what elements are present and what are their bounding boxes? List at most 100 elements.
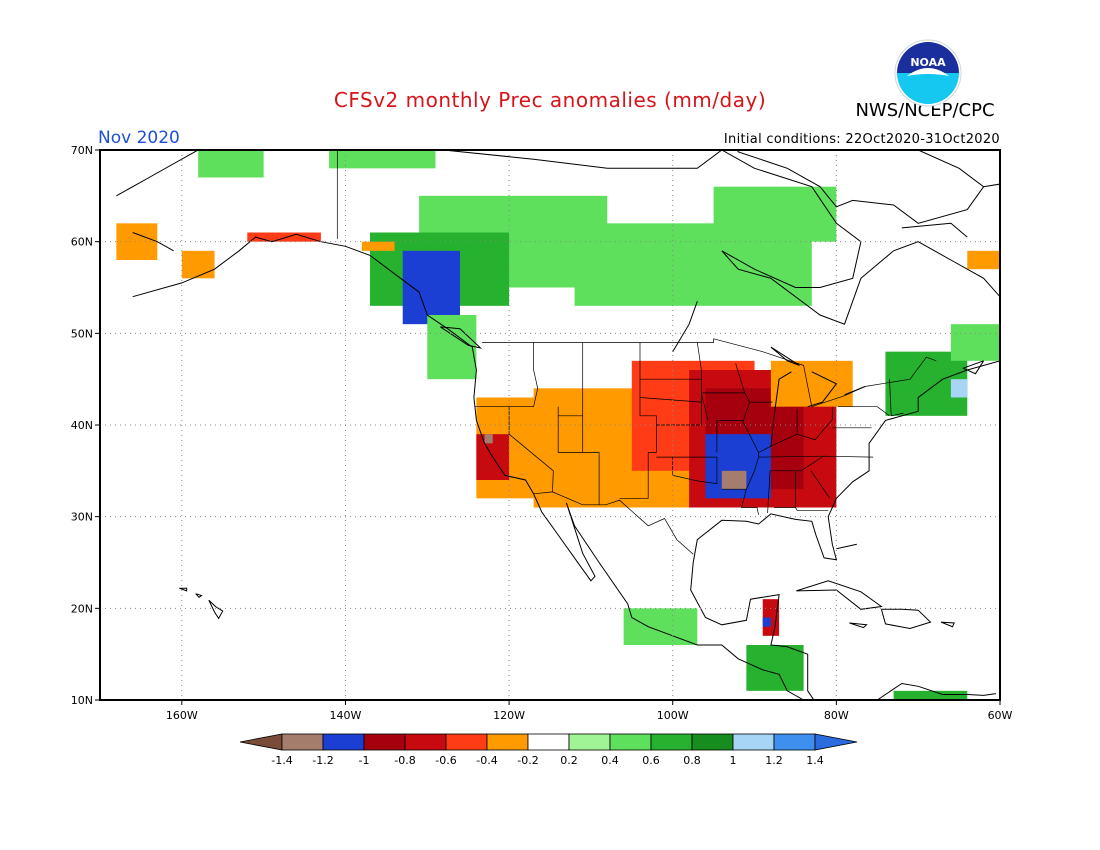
colorbar-label: 0.8 <box>683 754 701 767</box>
colorbar-label: 0.2 <box>560 754 578 767</box>
colorbar-swatch <box>281 733 324 751</box>
lat-tick-label: 60N <box>71 236 93 249</box>
lon-tick-label: 80W <box>824 709 849 722</box>
lon-tick-label: 60W <box>988 709 1013 722</box>
coastline <box>132 232 174 252</box>
anomaly-cell <box>967 250 1000 270</box>
svg-text:NOAA: NOAA <box>910 56 946 69</box>
political-border <box>735 363 746 394</box>
coastline <box>877 682 996 700</box>
colorbar-swatch <box>732 733 775 751</box>
lat-tick-label: 70N <box>71 144 93 157</box>
anomaly-cell <box>427 315 477 380</box>
anomaly-cell <box>893 690 968 700</box>
political-border <box>770 455 874 472</box>
colorbar-label: 0.4 <box>601 754 619 767</box>
political-border <box>810 470 831 499</box>
political-border <box>716 420 759 490</box>
noaa-logo-icon: NOAA <box>894 39 962 107</box>
anomaly-cell <box>116 223 158 260</box>
anomaly-cell <box>950 324 1000 361</box>
colorbar-label: -0.8 <box>394 754 415 767</box>
lat-tick-label: 40N <box>71 419 93 432</box>
colorbar-swatch <box>445 733 488 751</box>
coastline <box>901 222 968 238</box>
political-border <box>639 397 702 403</box>
lon-tick-label: 120W <box>493 709 525 722</box>
political-border <box>796 406 833 441</box>
political-border <box>508 342 554 492</box>
anomaly-cell <box>247 232 321 242</box>
agency-label: NWS/NCEP/CPC <box>855 100 995 121</box>
coastline <box>116 150 1000 325</box>
coastline <box>440 326 483 349</box>
coastline <box>736 150 985 224</box>
colorbar-swatch <box>322 733 365 751</box>
coastline <box>983 183 1000 188</box>
political-border <box>795 507 829 511</box>
political-border <box>656 456 718 485</box>
anomaly-cell <box>770 360 853 407</box>
political-border <box>889 379 904 417</box>
colorbar-swatch <box>486 733 529 751</box>
coastline <box>940 621 955 628</box>
political-border <box>533 491 694 555</box>
lat-tick-label: 20N <box>71 602 93 615</box>
colorbar-swatch <box>527 733 570 751</box>
colorbar-label: -1.4 <box>271 754 292 767</box>
political-border <box>741 489 759 515</box>
anomaly-cell <box>713 186 837 242</box>
lat-tick-label: 10N <box>71 694 93 707</box>
lat-tick-label: 50N <box>71 327 93 340</box>
colorbar-label: 1 <box>730 754 737 767</box>
colorbar-swatch <box>609 733 652 751</box>
coastline <box>796 580 883 610</box>
coastline <box>179 587 188 592</box>
colorbar-label: 0.6 <box>642 754 660 767</box>
axis-ticks: 160W 140W 120W 100W 80W 60W 70N 60N 50N 40N 30N 20N… <box>71 144 1013 722</box>
coastline <box>208 599 224 620</box>
colorbar: -1.4 -1.2 -1 -0.8 -0.6 -0.4 -0.2 0.2 0.4 0.6 0.8 1 1… <box>239 733 858 767</box>
lon-tick-label: 140W <box>330 709 362 722</box>
coastline <box>807 371 838 408</box>
coastline <box>690 360 1000 700</box>
anomaly-cell <box>721 470 747 490</box>
colorbar-swatch <box>404 733 447 751</box>
political-border <box>838 406 890 417</box>
lon-tick-label: 160W <box>166 709 198 722</box>
coastline <box>961 360 985 375</box>
political-border <box>767 470 771 514</box>
anomaly-cell <box>950 379 968 398</box>
political-border <box>482 338 937 408</box>
anomaly-cell <box>329 150 436 169</box>
colorbar-swatch <box>691 733 734 751</box>
lat-tick-label: 30N <box>71 511 93 524</box>
coastline <box>770 346 800 366</box>
initial-conditions: Initial conditions: 22Oct2020-31Oct2020 <box>723 132 1000 147</box>
political-border <box>557 406 600 505</box>
political-border <box>758 455 823 458</box>
coastline <box>880 608 932 630</box>
colorbar-swatch <box>650 733 693 751</box>
colorbar-low-arrow <box>239 733 283 751</box>
colorbar-swatch <box>363 733 406 751</box>
anomaly-cell <box>181 250 215 279</box>
colorbar-label: -0.6 <box>435 754 456 767</box>
coastline <box>195 593 203 598</box>
colorbar-label: -1 <box>359 754 370 767</box>
colorbar-label: 1.4 <box>806 754 824 767</box>
map-title: CFSv2 monthly Prec anomalies (mm/day) <box>333 88 767 112</box>
anomaly-cell <box>198 150 264 178</box>
coastline <box>1004 319 1060 361</box>
coastline <box>849 622 868 629</box>
political-border <box>770 433 798 447</box>
colorbar-label: -1.2 <box>312 754 333 767</box>
coastline <box>672 301 698 352</box>
anomaly-cell <box>623 608 698 645</box>
colorbar-high-arrow <box>814 733 858 751</box>
anomaly-cell <box>746 645 804 691</box>
colorbar-swatch <box>773 733 816 751</box>
forecast-period: Nov 2020 <box>98 128 180 148</box>
coastline <box>836 543 857 550</box>
